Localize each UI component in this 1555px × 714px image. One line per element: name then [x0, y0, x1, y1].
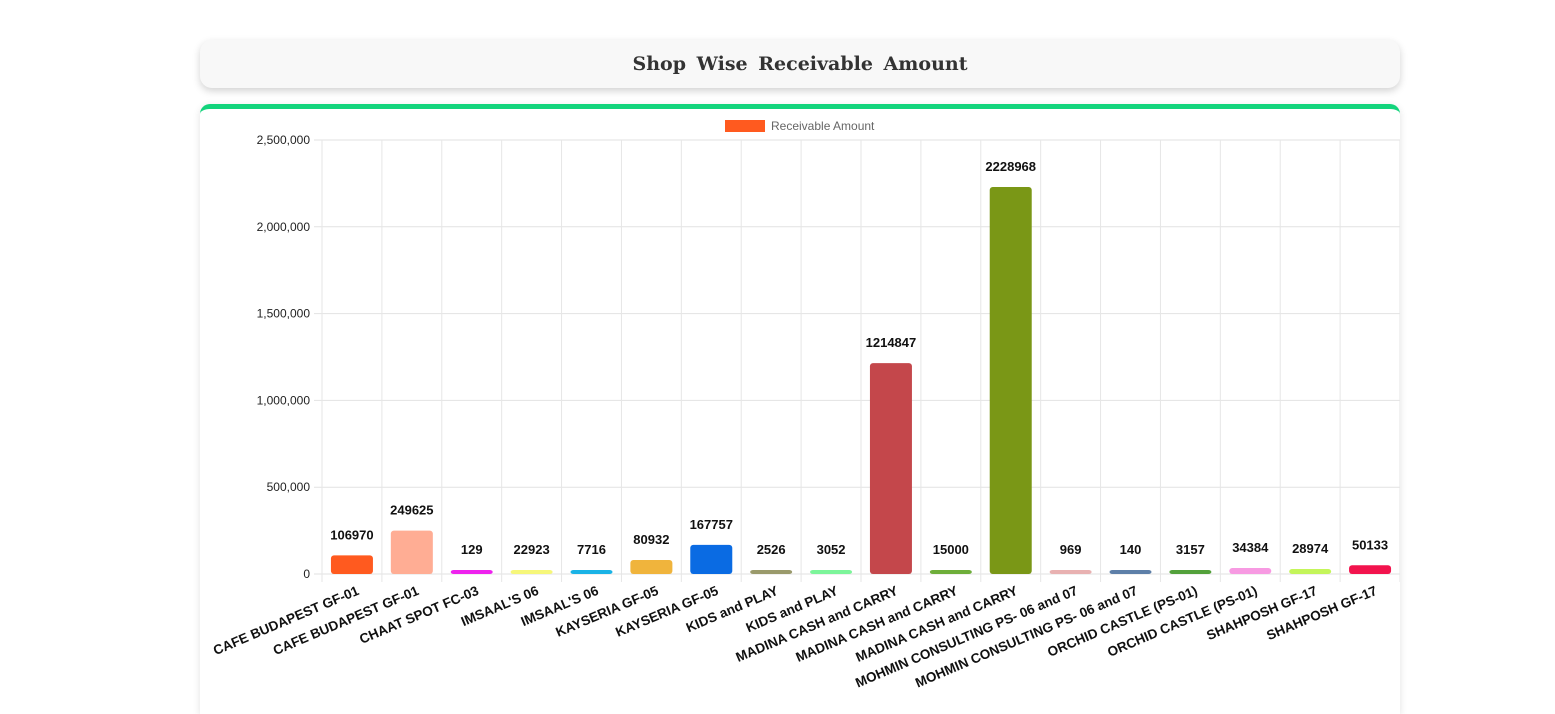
bar [869, 363, 912, 574]
bar [570, 570, 613, 574]
data-label: 2526 [757, 542, 786, 557]
data-label: 3052 [817, 542, 846, 557]
x-tick-label: KAYSERIA GF-05 [613, 583, 721, 640]
data-label: 80932 [633, 532, 669, 547]
x-tick-label: KAYSERIA GF-05 [553, 583, 661, 640]
bar [1109, 570, 1152, 574]
bar [929, 570, 972, 574]
page-title: Shop Wise Receivable Amount [632, 53, 968, 75]
bar [750, 570, 793, 574]
data-label: 129 [461, 542, 483, 557]
bar [630, 559, 673, 574]
chart-title-card: Shop Wise Receivable Amount [200, 40, 1400, 88]
data-label: 1214847 [866, 335, 917, 350]
data-label: 34384 [1232, 540, 1269, 555]
y-tick-label: 1,500,000 [257, 307, 311, 321]
bar [1349, 565, 1392, 574]
bar [330, 555, 373, 574]
legend-label: Receivable Amount [771, 119, 875, 133]
bar [810, 570, 853, 574]
y-tick-label: 2,500,000 [257, 133, 311, 147]
data-label: 249625 [390, 503, 433, 518]
data-label: 140 [1120, 542, 1142, 557]
bar [1049, 570, 1092, 574]
data-label: 28974 [1292, 541, 1329, 556]
data-label: 22923 [514, 542, 550, 557]
data-label: 50133 [1352, 537, 1388, 552]
data-label: 2228968 [985, 159, 1036, 174]
data-label: 167757 [690, 517, 733, 532]
bar [690, 544, 733, 574]
bar [1229, 568, 1272, 574]
y-tick-label: 1,000,000 [257, 393, 311, 407]
bar [1289, 568, 1332, 574]
data-label: 969 [1060, 542, 1082, 557]
chart-legend[interactable]: Receivable Amount [725, 119, 874, 133]
legend-swatch [725, 120, 765, 132]
bar [510, 570, 553, 574]
chart-card: Receivable Amount 0 500,000 1,000,000 1,500… [200, 104, 1400, 714]
bar-chart: 0 500,000 1,000,000 1,500,000 2,000,000 2,500… [211, 133, 1400, 690]
bar [390, 530, 433, 574]
data-label: 7716 [577, 542, 606, 557]
data-label: 15000 [933, 542, 969, 557]
y-tick-label: 2,000,000 [257, 220, 311, 234]
bar [450, 570, 493, 574]
data-label: 3157 [1176, 542, 1205, 557]
bar [1169, 570, 1212, 574]
data-label: 106970 [330, 527, 373, 542]
y-tick-label: 0 [303, 567, 310, 581]
y-tick-label: 500,000 [267, 480, 311, 494]
x-tick-label: SHAHPOSH GF-17 [1264, 583, 1379, 643]
bar [989, 187, 1032, 574]
